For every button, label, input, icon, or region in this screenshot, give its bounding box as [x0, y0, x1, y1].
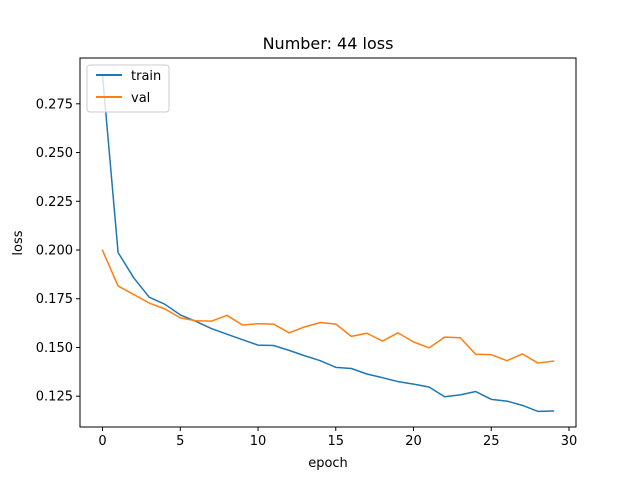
y-tick-label: 0.225: [36, 195, 73, 210]
legend-label-train: train: [131, 69, 161, 84]
x-tick-label: 30: [561, 434, 578, 449]
x-tick-label: 10: [250, 434, 267, 449]
x-axis-label: epoch: [308, 456, 348, 471]
y-tick-label: 0.150: [36, 341, 73, 356]
y-tick-label: 0.200: [36, 244, 73, 259]
chart-title: Number: 44 loss: [263, 34, 394, 53]
x-tick-label: 0: [98, 434, 106, 449]
y-tick-label: 0.275: [36, 97, 73, 112]
y-axis-ticks: 0.125 0.150 0.175 0.200 0.225 0.250 0.275: [36, 97, 80, 405]
plot-area-frame: [79, 57, 577, 428]
x-tick-label: 25: [483, 434, 500, 449]
legend: train val: [86, 64, 170, 113]
x-axis-ticks: 0 5 10 15 20 25 30: [98, 427, 577, 449]
x-tick-label: 5: [176, 434, 184, 449]
y-tick-label: 0.175: [36, 292, 73, 307]
x-tick-label: 15: [328, 434, 345, 449]
legend-label-val: val: [131, 91, 150, 106]
x-tick-label: 20: [405, 434, 422, 449]
series-line-val: [101, 249, 555, 364]
legend-box: [86, 64, 170, 113]
plot-series: [101, 74, 555, 413]
y-axis-label: loss: [11, 230, 26, 255]
y-tick-label: 0.125: [36, 390, 73, 405]
y-tick-label: 0.250: [36, 146, 73, 161]
series-line-train: [101, 74, 555, 413]
